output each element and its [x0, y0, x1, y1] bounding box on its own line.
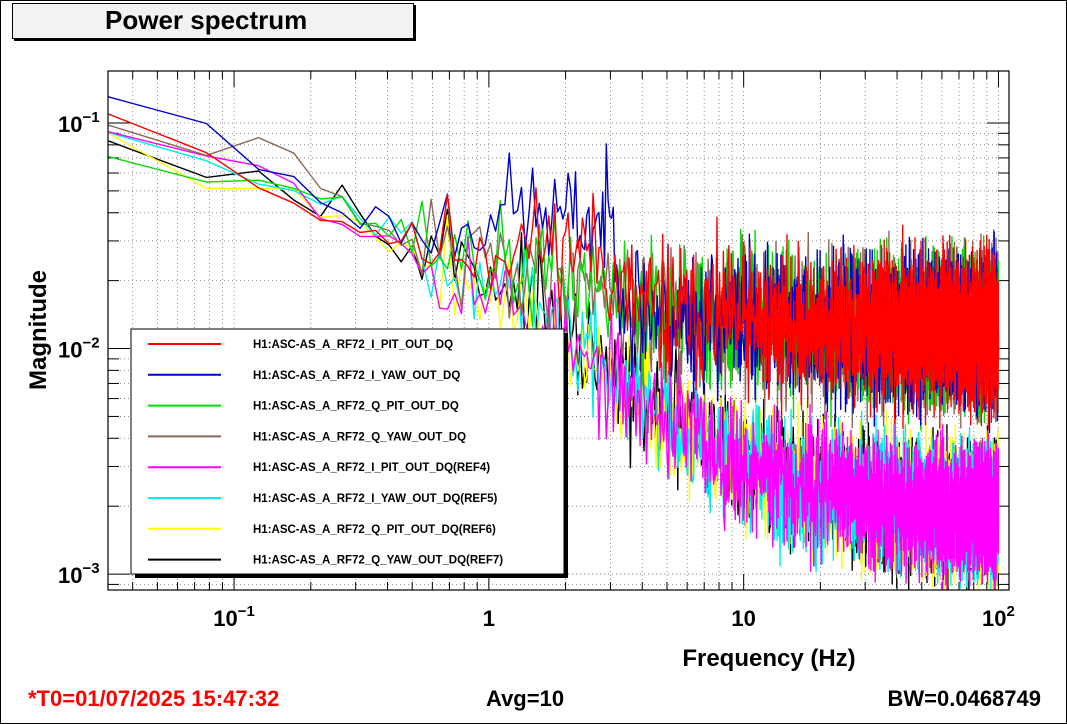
x-axis-label: Frequency (Hz): [682, 645, 855, 672]
x-tick-label: 10: [731, 606, 755, 631]
legend: H1:ASC-AS_A_RF72_I_PIT_OUT_DQ H1:ASC-AS_A…: [130, 328, 565, 575]
y-tick-exponent: −2: [82, 335, 99, 352]
y-tick-label: 10−3: [58, 560, 100, 588]
legend-label: H1:ASC-AS_A_RF72_Q_YAW_OUT_DQ: [253, 431, 466, 443]
start-time-label: *T0=01/07/2025 15:47:32: [28, 686, 280, 711]
y-tick-label: 10−1: [58, 109, 100, 137]
legend-box: [130, 328, 565, 575]
title-box: Power spectrum: [12, 3, 414, 39]
series-group: [108, 96, 1000, 590]
y-axis-label: Magnitude: [25, 270, 52, 390]
y-tick-exponent: −1: [82, 109, 99, 126]
series-line: [108, 113, 1000, 430]
legend-label: H1:ASC-AS_A_RF72_Q_YAW_OUT_DQ(REF7): [253, 555, 503, 567]
y-tick-exponent: −3: [82, 560, 99, 577]
legend-label: H1:ASC-AS_A_RF72_I_PIT_OUT_DQ(REF4): [253, 462, 490, 474]
legend-label: H1:ASC-AS_A_RF72_Q_PIT_OUT_DQ: [253, 401, 459, 413]
plot-frame: [107, 70, 1010, 591]
x-tick-exponent: 2: [1007, 603, 1015, 620]
bandwidth-label: BW=0.0468749: [887, 686, 1042, 711]
y-tick-label: 10−2: [58, 335, 100, 363]
chart-title: Power spectrum: [105, 5, 308, 35]
legend-label: H1:ASC-AS_A_RF72_I_PIT_OUT_DQ: [253, 339, 453, 351]
x-tick-label: 10−1: [213, 603, 255, 631]
legend-label: H1:ASC-AS_A_RF72_I_YAW_OUT_DQ(REF5): [253, 493, 498, 505]
x-tick-exponent: −1: [238, 603, 255, 620]
series-line: [108, 130, 1000, 590]
x-tick-label: 1: [483, 606, 495, 631]
x-tick-label: 102: [982, 603, 1015, 631]
legend-label: H1:ASC-AS_A_RF72_I_YAW_OUT_DQ: [253, 370, 460, 382]
average-count-label: Avg=10: [486, 686, 565, 711]
legend-label: H1:ASC-AS_A_RF72_Q_PIT_OUT_DQ(REF6): [253, 524, 496, 536]
